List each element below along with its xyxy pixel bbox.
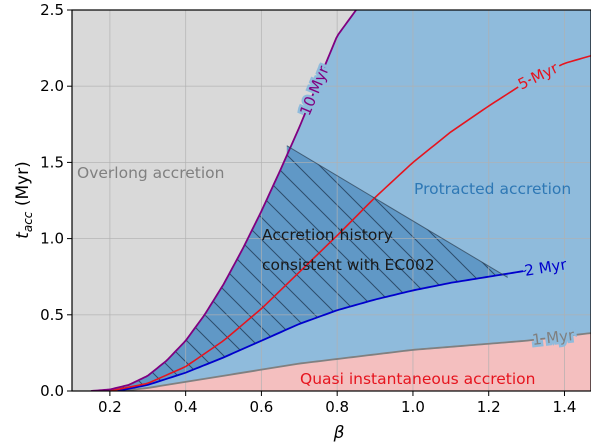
x-tick-label-6: 1.4 xyxy=(553,398,577,416)
curve-2-myr xyxy=(117,269,527,391)
x-tick-label-5: 1.2 xyxy=(477,398,501,416)
quasi-instantaneous-label: Quasi instantaneous accretion xyxy=(300,370,535,388)
protracted-accretion-label: Protracted accretion xyxy=(414,180,571,198)
consistent-region-hatch xyxy=(90,145,508,391)
overlong-accretion-label: Overlong accretion xyxy=(77,164,224,182)
grid xyxy=(72,10,591,391)
y-tick-label-4: 2.0 xyxy=(40,77,64,95)
x-tick-label-0: 0.2 xyxy=(98,398,122,416)
plot-frame xyxy=(71,9,591,392)
x-tick-label-3: 0.8 xyxy=(325,398,349,416)
curve-10-myr xyxy=(90,10,357,391)
y-axis: 0.0 0.5 1.0 1.5 2.0 2.5 xyxy=(40,1,72,400)
curve-1-myr xyxy=(121,332,591,391)
consistent-region-edge xyxy=(286,145,508,278)
y-tick-label-0: 0.0 xyxy=(40,382,64,400)
y-tick-label-5: 2.5 xyxy=(40,1,64,19)
x-axis-label: β xyxy=(333,423,345,443)
consistent-label-line2: consistent with EC002 xyxy=(262,256,435,274)
y-tick-label-3: 1.5 xyxy=(40,153,64,171)
y-tick-label-2: 1.0 xyxy=(40,230,64,248)
plot-area xyxy=(72,10,591,391)
x-tick-label-2: 0.6 xyxy=(249,398,273,416)
y-axis-label: tacc (Myr) xyxy=(13,161,35,239)
consistent-label-line1: Accretion history xyxy=(262,226,393,244)
y-tick-label-1: 0.5 xyxy=(40,306,64,324)
overlong-region xyxy=(72,10,357,391)
quasi-instantaneous-region xyxy=(121,333,591,391)
x-tick-label-1: 0.4 xyxy=(174,398,198,416)
x-axis: 0.2 0.4 0.6 0.8 1.0 1.2 1.4 xyxy=(98,391,576,416)
x-tick-label-4: 1.0 xyxy=(401,398,425,416)
curve-5-myr xyxy=(109,54,591,391)
